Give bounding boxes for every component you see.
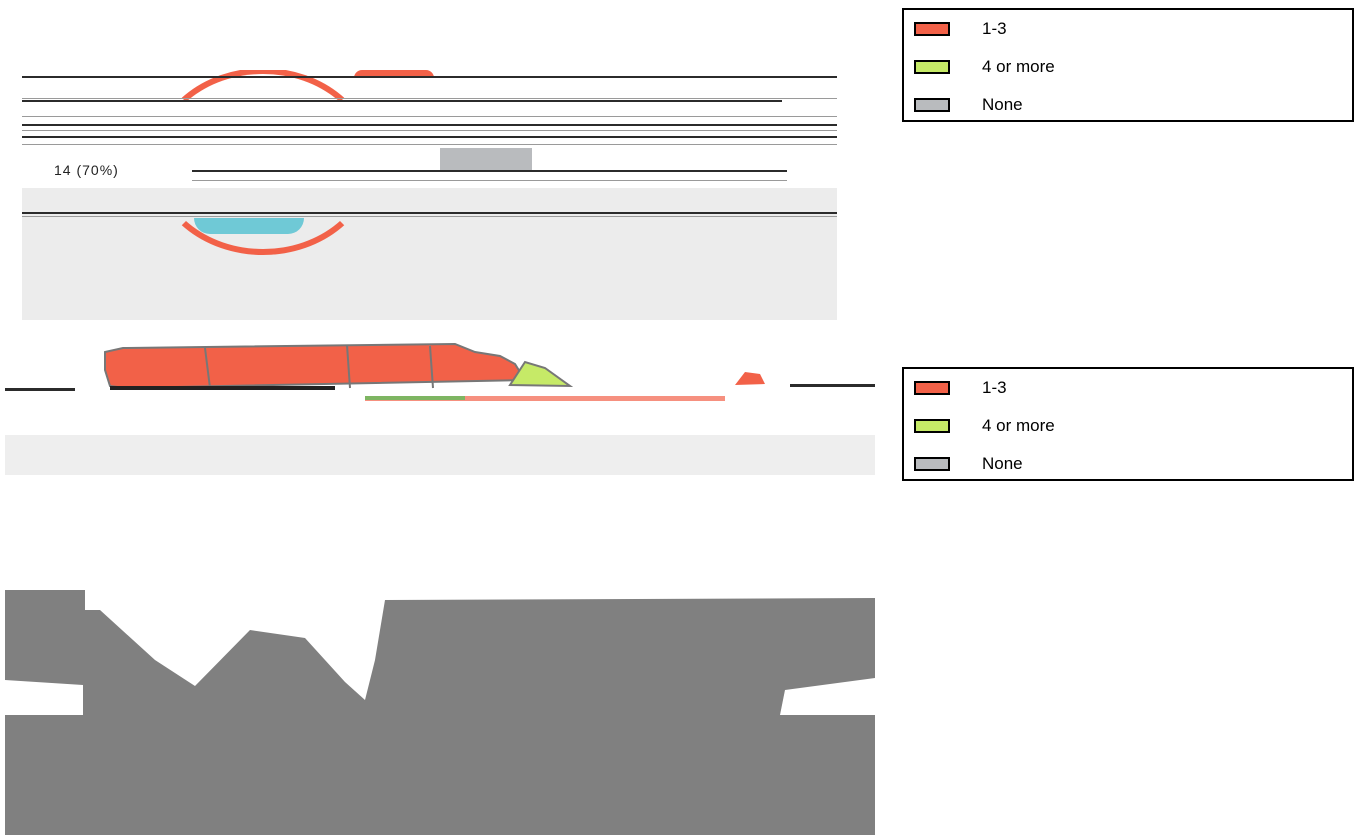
grey-block [440, 148, 532, 170]
legend-label: 1-3 [982, 19, 1007, 38]
legend-item: 4 or more [914, 415, 1055, 437]
legend-label: None [982, 454, 1023, 473]
map-scanline [110, 386, 335, 390]
land-mass [5, 680, 83, 715]
scanline [22, 100, 782, 102]
legend-label: 1-3 [982, 378, 1007, 397]
state-region-low-ne [735, 372, 765, 385]
legend-item: 1-3 [914, 377, 1007, 399]
pie-slice-teal [194, 218, 304, 234]
gulf-map [5, 590, 875, 835]
legend-label: None [982, 95, 1023, 114]
scanline [192, 180, 787, 181]
garbled-label: 14 (70%) [54, 162, 119, 178]
scanline [22, 144, 837, 145]
legend-label: 4 or more [982, 416, 1055, 435]
scanline [22, 130, 837, 131]
legend-swatch [914, 457, 950, 471]
legend-item: None [914, 453, 1023, 475]
scanline [22, 216, 837, 217]
state-region-low [104, 342, 527, 390]
scanline [22, 76, 837, 78]
state-region-high [508, 360, 574, 388]
map-scanline [5, 388, 75, 391]
scanline [22, 98, 837, 99]
red-triangle [354, 70, 434, 78]
legend-swatch [914, 60, 950, 74]
legend-swatch [914, 419, 950, 433]
legend-item: 1-3 [914, 18, 1007, 40]
us-states-map [5, 342, 875, 475]
scanline [22, 124, 837, 126]
legend-middle: 1-3 4 or more None [902, 367, 1354, 481]
legend-swatch [914, 98, 950, 112]
scanline [22, 116, 837, 117]
scanline [22, 136, 837, 138]
land-mass [5, 590, 875, 700]
map-scanline [790, 384, 875, 387]
legend-item: 4 or more [914, 56, 1055, 78]
scanline [22, 212, 837, 214]
land-mass [780, 678, 875, 715]
legend-label: 4 or more [982, 57, 1055, 76]
legend-swatch [914, 381, 950, 395]
legend-top: 1-3 4 or more None [902, 8, 1354, 122]
legend-swatch [914, 22, 950, 36]
legend-item: None [914, 94, 1023, 116]
glitched-chart-panel: 14 (70%) [22, 70, 837, 320]
pie-chart-arc [152, 70, 374, 255]
scanline [192, 170, 787, 172]
